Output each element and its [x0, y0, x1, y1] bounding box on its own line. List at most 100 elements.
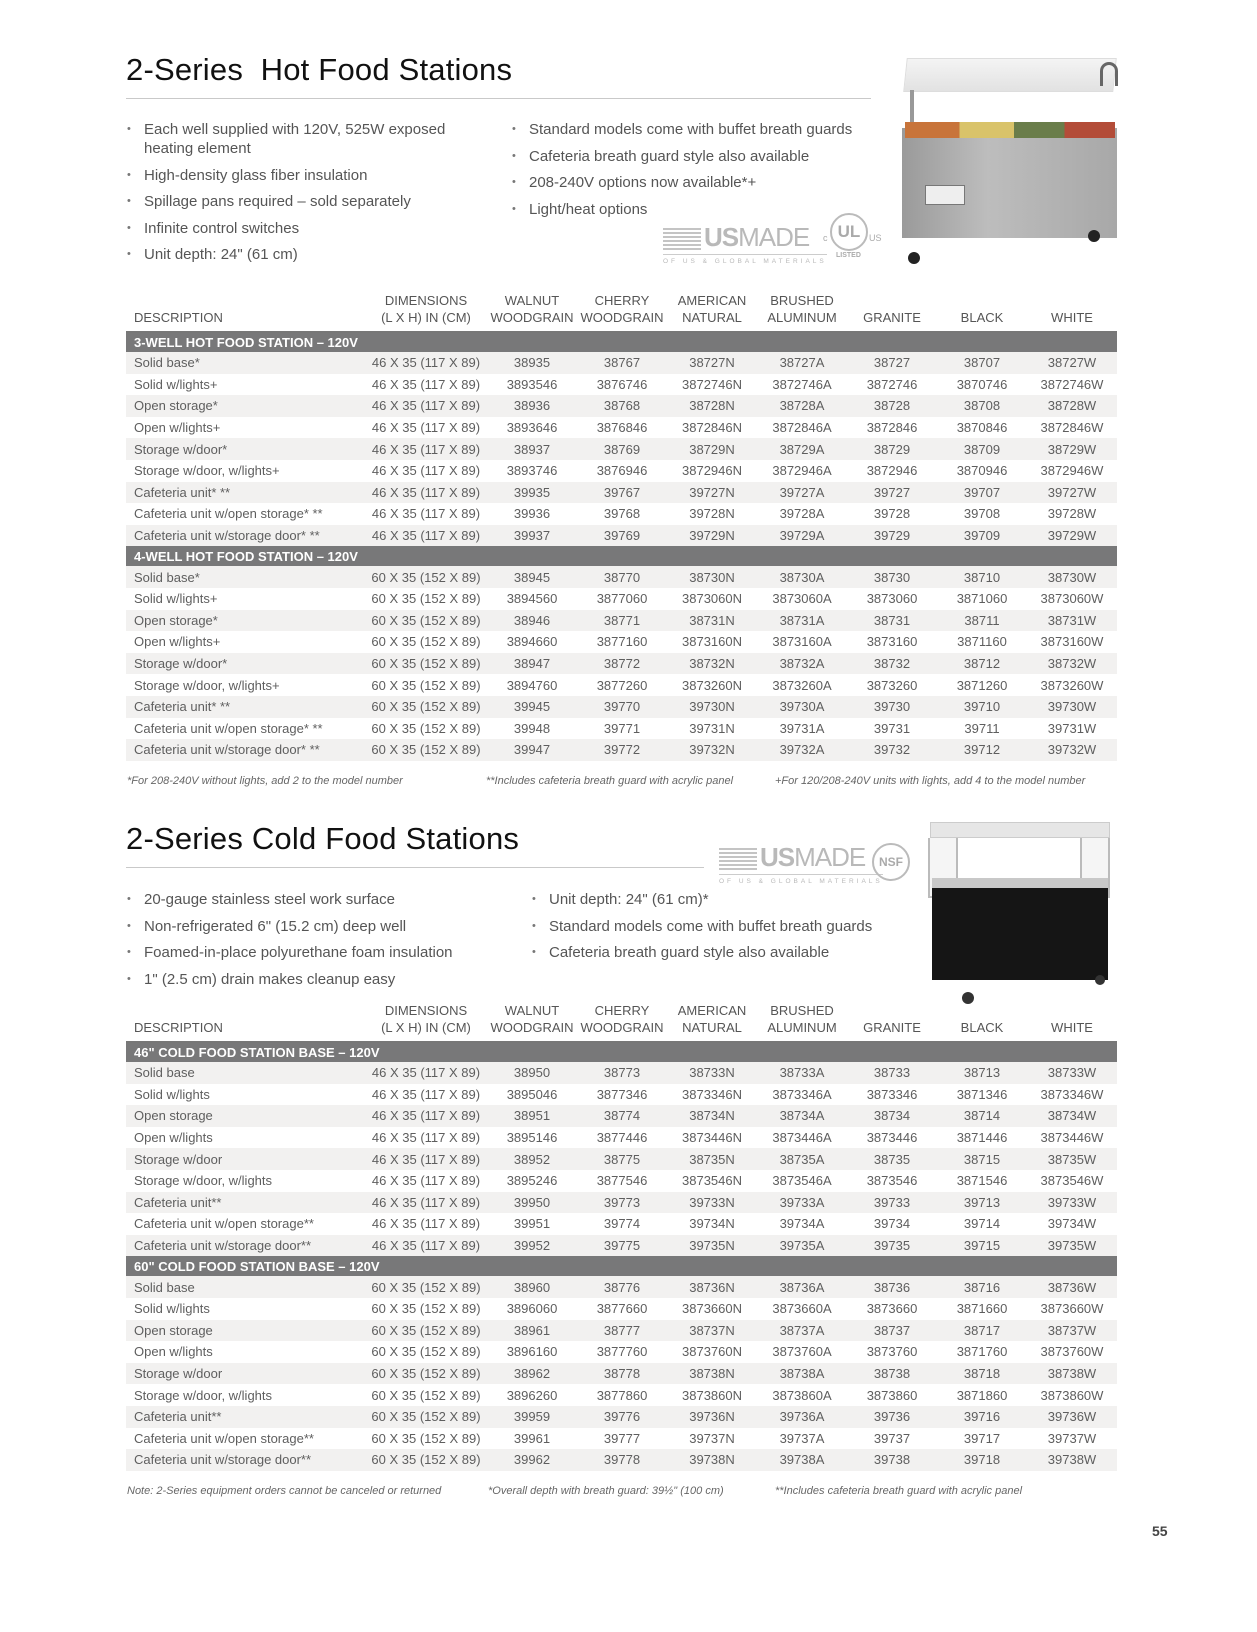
model-number-cell: 3873346A — [772, 1086, 832, 1102]
dimensions-cell: 60 X 35 (152 X 89) — [365, 1319, 487, 1342]
model-number-cell: 39776 — [577, 1405, 667, 1428]
column-header: BLACK — [937, 292, 1027, 333]
model-number-cell: 38950 — [487, 1062, 577, 1084]
model-number-cell: 39716 — [937, 1405, 1027, 1428]
column-header: WHITE — [1027, 292, 1117, 333]
model-number-cell: 3870746 — [956, 376, 1008, 392]
model-number-cell: 38729N — [667, 438, 757, 460]
model-number-cell: 38776 — [577, 1276, 667, 1298]
model-number-cell: 39728 — [873, 506, 911, 522]
model-number-cell: 39936 — [513, 506, 551, 522]
dimensions-cell: 46 X 35 (117 X 89) — [365, 1148, 487, 1170]
model-number-cell: 39734A — [779, 1216, 825, 1232]
model-number-cell: 3871760 — [956, 1344, 1008, 1360]
model-number-cell: 39731N — [689, 720, 735, 736]
table-row: Cafeteria unit w/storage door* ** 60 X 35… — [126, 739, 1117, 761]
row-description: Open storage* — [126, 395, 365, 417]
model-number-cell: 38769 — [577, 438, 667, 460]
table-row: Cafeteria unit* ** 46 X 35 (117 X 89) 3993… — [126, 481, 1117, 504]
model-number-cell: 39737 — [873, 1430, 911, 1446]
model-number-cell: 38946 — [487, 609, 577, 632]
cold-section-title: 2-Series Cold Food Stations — [126, 821, 520, 856]
model-number-cell: 3873660 — [866, 1301, 918, 1317]
feature-bullet: 20-gauge stainless steel work surface — [127, 890, 507, 909]
model-number-cell: 39962 — [487, 1449, 577, 1471]
row-description: Storage w/door — [126, 1148, 365, 1170]
model-number-cell: 3873160W — [1040, 634, 1104, 650]
model-number-cell: 38727A — [757, 352, 847, 374]
dimensions-cell: 60 X 35 (152 X 89) — [365, 1276, 487, 1298]
model-number-cell: 3871060 — [956, 591, 1008, 607]
model-number-cell: 38735 — [847, 1148, 937, 1170]
hot-features-left: Each well supplied with 120V, 525W expos… — [127, 120, 467, 272]
model-number-cell: 39738 — [847, 1449, 937, 1471]
model-number-cell: 39714 — [963, 1216, 1001, 1232]
model-number-cell: 38961 — [487, 1319, 577, 1342]
model-number-cell: 39718 — [937, 1449, 1027, 1471]
model-number-cell: 3895246 — [506, 1173, 558, 1189]
model-number-cell: 3872846A — [772, 420, 832, 436]
model-number-cell: 39734N — [689, 1216, 735, 1232]
model-number-cell: 3873760W — [1040, 1344, 1104, 1360]
dimensions-cell: 46 X 35 (117 X 89) — [365, 1234, 487, 1257]
column-header: BRUSHED ALUMINUM — [757, 292, 847, 333]
model-number-cell: 3871446 — [956, 1130, 1008, 1146]
model-number-cell: 38728N — [667, 395, 757, 417]
feature-bullet: 1" (2.5 cm) drain makes cleanup easy — [127, 970, 507, 989]
row-description: Cafeteria unit w/storage door** — [126, 1234, 365, 1257]
model-number-cell: 39729A — [757, 524, 847, 547]
model-number-cell: 38731A — [757, 609, 847, 632]
model-number-cell: 3893646 — [506, 420, 558, 436]
hot-title-rule — [126, 98, 871, 99]
model-number-cell: 39728N — [689, 506, 735, 522]
model-number-cell: 39948 — [513, 720, 551, 736]
model-number-cell: 38733W — [1027, 1062, 1117, 1084]
model-number-cell: 39737W — [1047, 1430, 1097, 1446]
model-number-cell: 3873260W — [1040, 677, 1104, 693]
feature-bullet: Spillage pans required – sold separately — [127, 192, 467, 211]
dimensions-cell: 60 X 35 (152 X 89) — [365, 695, 487, 718]
model-number-cell: 38767 — [577, 352, 667, 374]
model-number-cell: 3896160 — [506, 1344, 558, 1360]
dimensions-cell: 60 X 35 (152 X 89) — [371, 634, 481, 650]
table-row: Storage w/door* 46 X 35 (117 X 89) 38937 38… — [126, 438, 1117, 460]
model-number-cell: 39777 — [603, 1430, 641, 1446]
model-number-cell: 3872946N — [682, 463, 742, 479]
model-number-cell: 3873546N — [682, 1173, 742, 1189]
model-number-cell: 39731 — [873, 720, 911, 736]
dimensions-cell: 46 X 35 (117 X 89) — [371, 1130, 481, 1146]
table-row: Solid base 46 X 35 (117 X 89) 38950 38773 38… — [126, 1062, 1117, 1084]
model-number-cell: 38736W — [1027, 1276, 1117, 1298]
model-number-cell: 3894560 — [506, 591, 558, 607]
model-number-cell: 3873160A — [772, 634, 832, 650]
table-row: Open w/lights+ 46 X 35 (117 X 89) 3893646 3… — [126, 417, 1117, 439]
dimensions-cell: 46 X 35 (117 X 89) — [371, 1086, 481, 1102]
column-header: GRANITE — [847, 1002, 937, 1043]
dimensions-cell: 46 X 35 (117 X 89) — [371, 420, 481, 436]
model-number-cell: 38738N — [667, 1362, 757, 1385]
model-number-cell: 3871346 — [956, 1086, 1008, 1102]
table-row: Cafeteria unit w/storage door** 46 X 35 (… — [126, 1234, 1117, 1257]
model-number-cell: 3871546 — [956, 1173, 1008, 1189]
model-number-cell: 39735A — [757, 1234, 847, 1257]
model-number-cell: 39733 — [847, 1191, 937, 1214]
model-number-cell: 38727N — [667, 352, 757, 374]
table-row: Open storage* 46 X 35 (117 X 89) 38936 3876… — [126, 395, 1117, 417]
model-number-cell: 39730A — [757, 695, 847, 718]
table-row: Cafeteria unit w/open storage* ** 60 X 35… — [126, 718, 1117, 740]
model-number-cell: 39727A — [757, 481, 847, 504]
model-number-cell: 39767 — [577, 481, 667, 504]
model-number-cell: 39713 — [937, 1191, 1027, 1214]
model-number-cell: 38735N — [667, 1148, 757, 1170]
row-description: Storage w/door — [126, 1362, 365, 1385]
model-number-cell: 38952 — [487, 1148, 577, 1170]
model-number-cell: 3877260 — [596, 677, 648, 693]
table-row: Storage w/door, w/lights 60 X 35 (152 X 8… — [126, 1384, 1117, 1406]
model-number-cell: 3873860W — [1040, 1387, 1104, 1403]
feature-bullet: Standard models come with buffet breath … — [532, 917, 912, 936]
flag-icon — [663, 228, 701, 251]
model-number-cell: 38770 — [577, 566, 667, 588]
model-number-cell: 39730W — [1027, 695, 1117, 718]
model-number-cell: 39773 — [577, 1191, 667, 1214]
model-number-cell: 39935 — [487, 481, 577, 504]
